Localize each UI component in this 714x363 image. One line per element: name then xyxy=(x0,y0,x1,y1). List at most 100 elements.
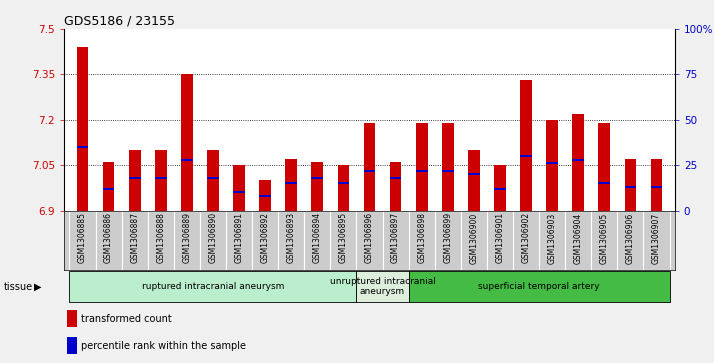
Text: GSM1306899: GSM1306899 xyxy=(443,212,452,264)
Text: GSM1306886: GSM1306886 xyxy=(104,212,113,263)
Bar xyxy=(200,211,226,270)
Text: GDS5186 / 23155: GDS5186 / 23155 xyxy=(64,15,175,28)
Text: GSM1306905: GSM1306905 xyxy=(600,212,609,264)
Text: GSM1306906: GSM1306906 xyxy=(626,212,635,264)
Text: GSM1306896: GSM1306896 xyxy=(365,212,374,264)
Bar xyxy=(259,180,271,211)
Bar xyxy=(625,186,636,188)
Bar xyxy=(76,47,89,211)
Bar xyxy=(233,191,245,193)
Bar xyxy=(67,310,77,327)
FancyBboxPatch shape xyxy=(408,271,670,302)
Bar xyxy=(494,188,506,190)
Text: GSM1306901: GSM1306901 xyxy=(496,212,504,264)
Bar xyxy=(643,211,670,270)
Text: GSM1306900: GSM1306900 xyxy=(469,212,478,264)
Bar xyxy=(442,123,453,211)
Text: GSM1306892: GSM1306892 xyxy=(261,212,270,263)
Bar xyxy=(207,150,218,211)
Bar xyxy=(598,123,610,211)
Text: GSM1306891: GSM1306891 xyxy=(235,212,243,263)
Bar xyxy=(416,123,428,211)
Bar xyxy=(155,150,166,211)
Bar xyxy=(69,211,96,270)
Text: transformed count: transformed count xyxy=(81,314,172,324)
Text: GSM1306903: GSM1306903 xyxy=(548,212,557,264)
Bar xyxy=(148,211,174,270)
Bar xyxy=(625,159,636,211)
Bar xyxy=(435,211,461,270)
Text: GSM1306887: GSM1306887 xyxy=(130,212,139,263)
Bar xyxy=(338,165,349,211)
Bar xyxy=(278,211,304,270)
Bar xyxy=(96,211,121,270)
Bar xyxy=(573,159,584,161)
Bar xyxy=(618,211,643,270)
Bar xyxy=(468,150,480,211)
Text: percentile rank within the sample: percentile rank within the sample xyxy=(81,340,246,351)
Bar xyxy=(67,337,77,354)
Bar xyxy=(259,195,271,197)
Text: GSM1306897: GSM1306897 xyxy=(391,212,400,264)
Bar xyxy=(494,165,506,211)
Bar xyxy=(129,177,141,179)
Text: GSM1306889: GSM1306889 xyxy=(182,212,191,263)
Bar xyxy=(363,170,376,172)
Bar xyxy=(76,146,89,148)
Text: ▶: ▶ xyxy=(34,282,42,292)
Bar xyxy=(311,177,323,179)
Text: GSM1306895: GSM1306895 xyxy=(339,212,348,264)
Bar xyxy=(468,173,480,175)
Bar xyxy=(181,159,193,161)
Bar xyxy=(363,123,376,211)
Bar xyxy=(311,162,323,211)
Bar xyxy=(598,182,610,184)
Text: GSM1306894: GSM1306894 xyxy=(313,212,322,264)
Bar xyxy=(226,211,252,270)
Bar xyxy=(181,74,193,211)
Text: GSM1306898: GSM1306898 xyxy=(417,212,426,263)
Bar xyxy=(546,120,558,211)
Text: GSM1306890: GSM1306890 xyxy=(208,212,218,264)
Text: tissue: tissue xyxy=(4,282,33,292)
Bar xyxy=(233,165,245,211)
Bar xyxy=(408,211,435,270)
Bar xyxy=(155,177,166,179)
Bar xyxy=(487,211,513,270)
Bar xyxy=(286,182,297,184)
Bar xyxy=(103,162,114,211)
Bar xyxy=(304,211,331,270)
Text: GSM1306885: GSM1306885 xyxy=(78,212,87,263)
Bar xyxy=(650,159,663,211)
Bar xyxy=(573,114,584,211)
Bar xyxy=(390,177,401,179)
Text: GSM1306904: GSM1306904 xyxy=(574,212,583,264)
Bar xyxy=(207,177,218,179)
Text: GSM1306902: GSM1306902 xyxy=(521,212,531,264)
Bar xyxy=(591,211,618,270)
Bar xyxy=(442,170,453,172)
Bar xyxy=(513,211,539,270)
Text: unruptured intracranial
aneurysm: unruptured intracranial aneurysm xyxy=(330,277,436,297)
Bar xyxy=(416,170,428,172)
Text: GSM1306888: GSM1306888 xyxy=(156,212,165,263)
Text: superficial temporal artery: superficial temporal artery xyxy=(478,282,600,291)
Bar xyxy=(521,81,532,211)
FancyBboxPatch shape xyxy=(356,271,408,302)
Bar xyxy=(539,211,565,270)
Bar xyxy=(252,211,278,270)
Text: GSM1306893: GSM1306893 xyxy=(287,212,296,264)
Bar xyxy=(565,211,591,270)
Bar xyxy=(129,150,141,211)
Bar xyxy=(521,155,532,157)
Bar xyxy=(546,162,558,164)
Bar xyxy=(390,162,401,211)
Bar xyxy=(461,211,487,270)
Text: GSM1306907: GSM1306907 xyxy=(652,212,661,264)
Bar xyxy=(103,188,114,190)
Bar xyxy=(121,211,148,270)
Bar xyxy=(650,186,663,188)
Bar xyxy=(286,159,297,211)
Bar xyxy=(338,182,349,184)
Text: ruptured intracranial aneurysm: ruptured intracranial aneurysm xyxy=(142,282,284,291)
